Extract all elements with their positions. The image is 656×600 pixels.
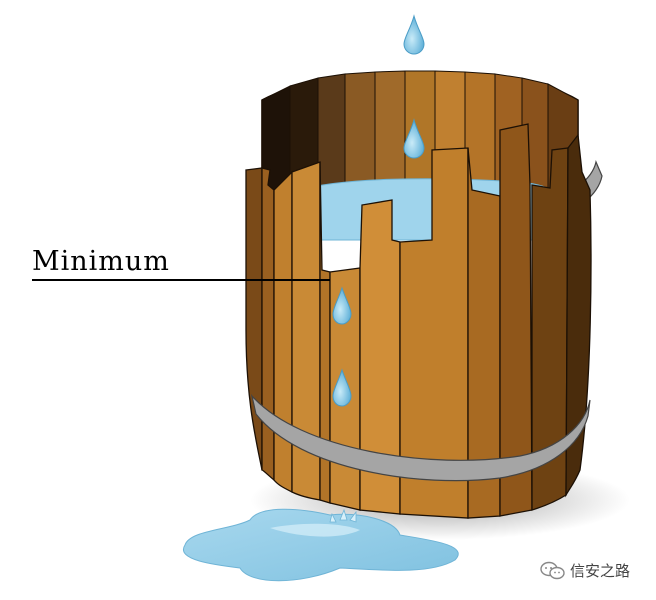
watermark-text: 信安之路 (570, 562, 631, 580)
water-drop-leak-1 (332, 286, 352, 325)
water-drop-inside (403, 118, 425, 159)
barrel-hoop-bottom (250, 393, 591, 482)
wechat-icon (540, 561, 565, 579)
water-splash (329, 508, 357, 523)
water-drop-top (403, 14, 425, 55)
water-puddle (182, 508, 459, 582)
watermark: 信安之路 (540, 560, 630, 581)
minimum-label: Minimum (32, 246, 170, 277)
water-drop-leak-2 (332, 368, 352, 407)
